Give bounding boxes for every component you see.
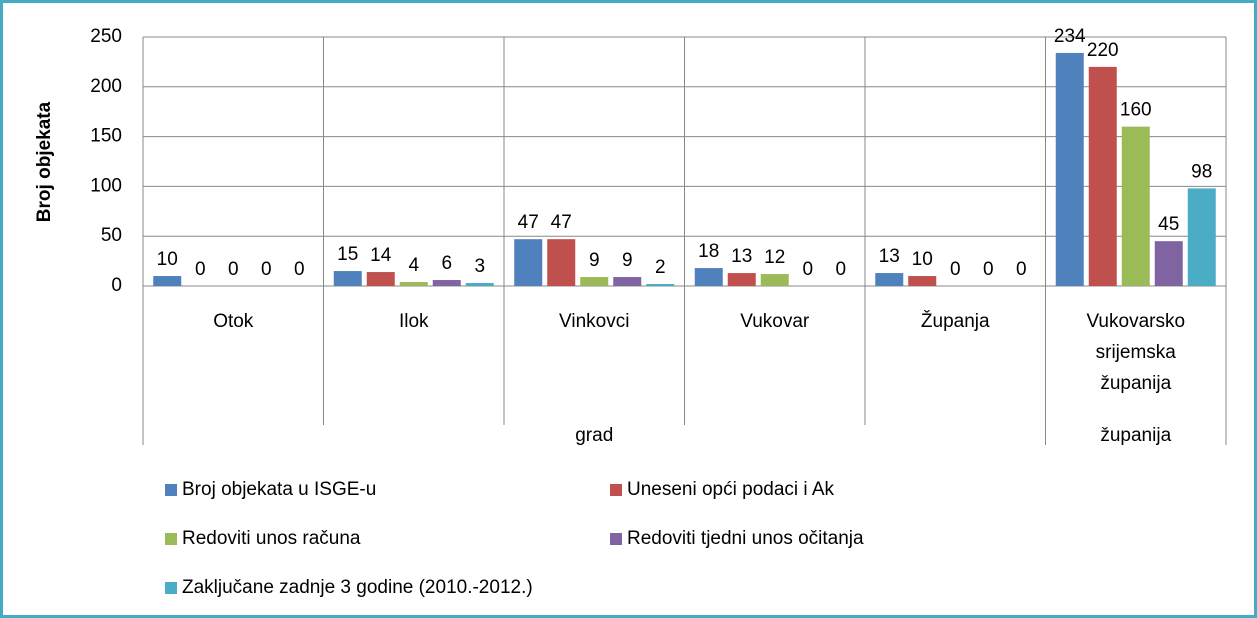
data-label: 0 xyxy=(835,259,846,280)
legend-swatch xyxy=(165,484,177,496)
data-label: 220 xyxy=(1087,40,1119,61)
bar xyxy=(366,272,395,286)
data-label: 98 xyxy=(1191,161,1212,182)
data-label: 0 xyxy=(1016,259,1027,280)
data-label: 15 xyxy=(337,244,358,265)
data-label: 0 xyxy=(802,259,813,280)
data-label: 160 xyxy=(1120,100,1152,121)
bar xyxy=(1121,126,1150,286)
data-label: 47 xyxy=(551,212,572,233)
data-label: 0 xyxy=(983,259,994,280)
data-label: 0 xyxy=(228,259,239,280)
data-label: 234 xyxy=(1054,26,1086,47)
bar xyxy=(547,239,576,286)
legend-label: Redoviti tjedni unos očitanja xyxy=(627,528,864,549)
bar xyxy=(399,282,428,286)
legend-label: Uneseni opći podaci i Ak xyxy=(627,479,835,500)
data-label: 18 xyxy=(698,241,719,262)
y-axis-title: Broj objekata xyxy=(34,101,55,222)
bar xyxy=(1088,66,1117,286)
data-label: 10 xyxy=(157,249,178,270)
legend-swatch xyxy=(165,533,177,545)
bar xyxy=(694,268,723,286)
data-label: 9 xyxy=(589,250,600,271)
bar xyxy=(1055,52,1084,286)
legend-swatch xyxy=(165,582,177,594)
data-label: 0 xyxy=(261,259,272,280)
data-label: 0 xyxy=(294,259,305,280)
bar xyxy=(514,239,543,286)
data-label: 47 xyxy=(518,212,539,233)
bar xyxy=(875,273,904,286)
data-label: 6 xyxy=(441,253,452,274)
bar xyxy=(580,277,609,286)
x-tick-label: Vukovarsko srijemska županija xyxy=(1086,311,1186,394)
data-label: 0 xyxy=(950,259,961,280)
y-tick-label: 150 xyxy=(90,126,122,147)
y-tick-label: 0 xyxy=(111,275,122,296)
group-label: županija xyxy=(1100,425,1171,446)
y-tick-label: 250 xyxy=(90,26,122,47)
x-tick-label: Otok xyxy=(213,311,254,332)
bar xyxy=(613,277,642,286)
bar xyxy=(760,274,789,286)
bar xyxy=(465,283,494,286)
x-tick-label: Vinkovci xyxy=(559,311,630,332)
x-tick-label: Ilok xyxy=(398,311,429,332)
data-label: 14 xyxy=(370,245,392,266)
data-label: 13 xyxy=(731,246,752,267)
x-tick-label: Vukovar xyxy=(740,311,810,332)
data-label: 9 xyxy=(622,250,633,271)
bar xyxy=(432,280,461,286)
legend-swatch xyxy=(610,484,622,496)
y-tick-label: 200 xyxy=(90,76,122,97)
data-label: 0 xyxy=(195,259,206,280)
data-label: 12 xyxy=(764,247,785,268)
bar xyxy=(153,276,182,286)
x-tick-label: Županja xyxy=(920,311,990,332)
legend-label: Broj objekata u ISGE-u xyxy=(182,479,376,500)
bar xyxy=(333,271,362,286)
data-label: 3 xyxy=(474,256,485,277)
bar xyxy=(1187,188,1216,286)
legend-label: Redoviti unos računa xyxy=(182,528,361,549)
y-tick-label: 100 xyxy=(90,175,122,196)
group-label: grad xyxy=(575,425,613,446)
data-label: 45 xyxy=(1158,214,1179,235)
data-label: 4 xyxy=(408,255,419,276)
bar xyxy=(908,276,937,286)
legend-label: Zaključane zadnje 3 godine (2010.-2012.) xyxy=(182,577,533,598)
bar xyxy=(646,284,675,286)
legend-swatch xyxy=(610,533,622,545)
bar xyxy=(1154,241,1183,286)
bar xyxy=(727,273,756,286)
data-label: 10 xyxy=(912,249,933,270)
data-label: 13 xyxy=(879,246,900,267)
data-label: 2 xyxy=(655,257,666,278)
y-tick-label: 50 xyxy=(101,225,122,246)
